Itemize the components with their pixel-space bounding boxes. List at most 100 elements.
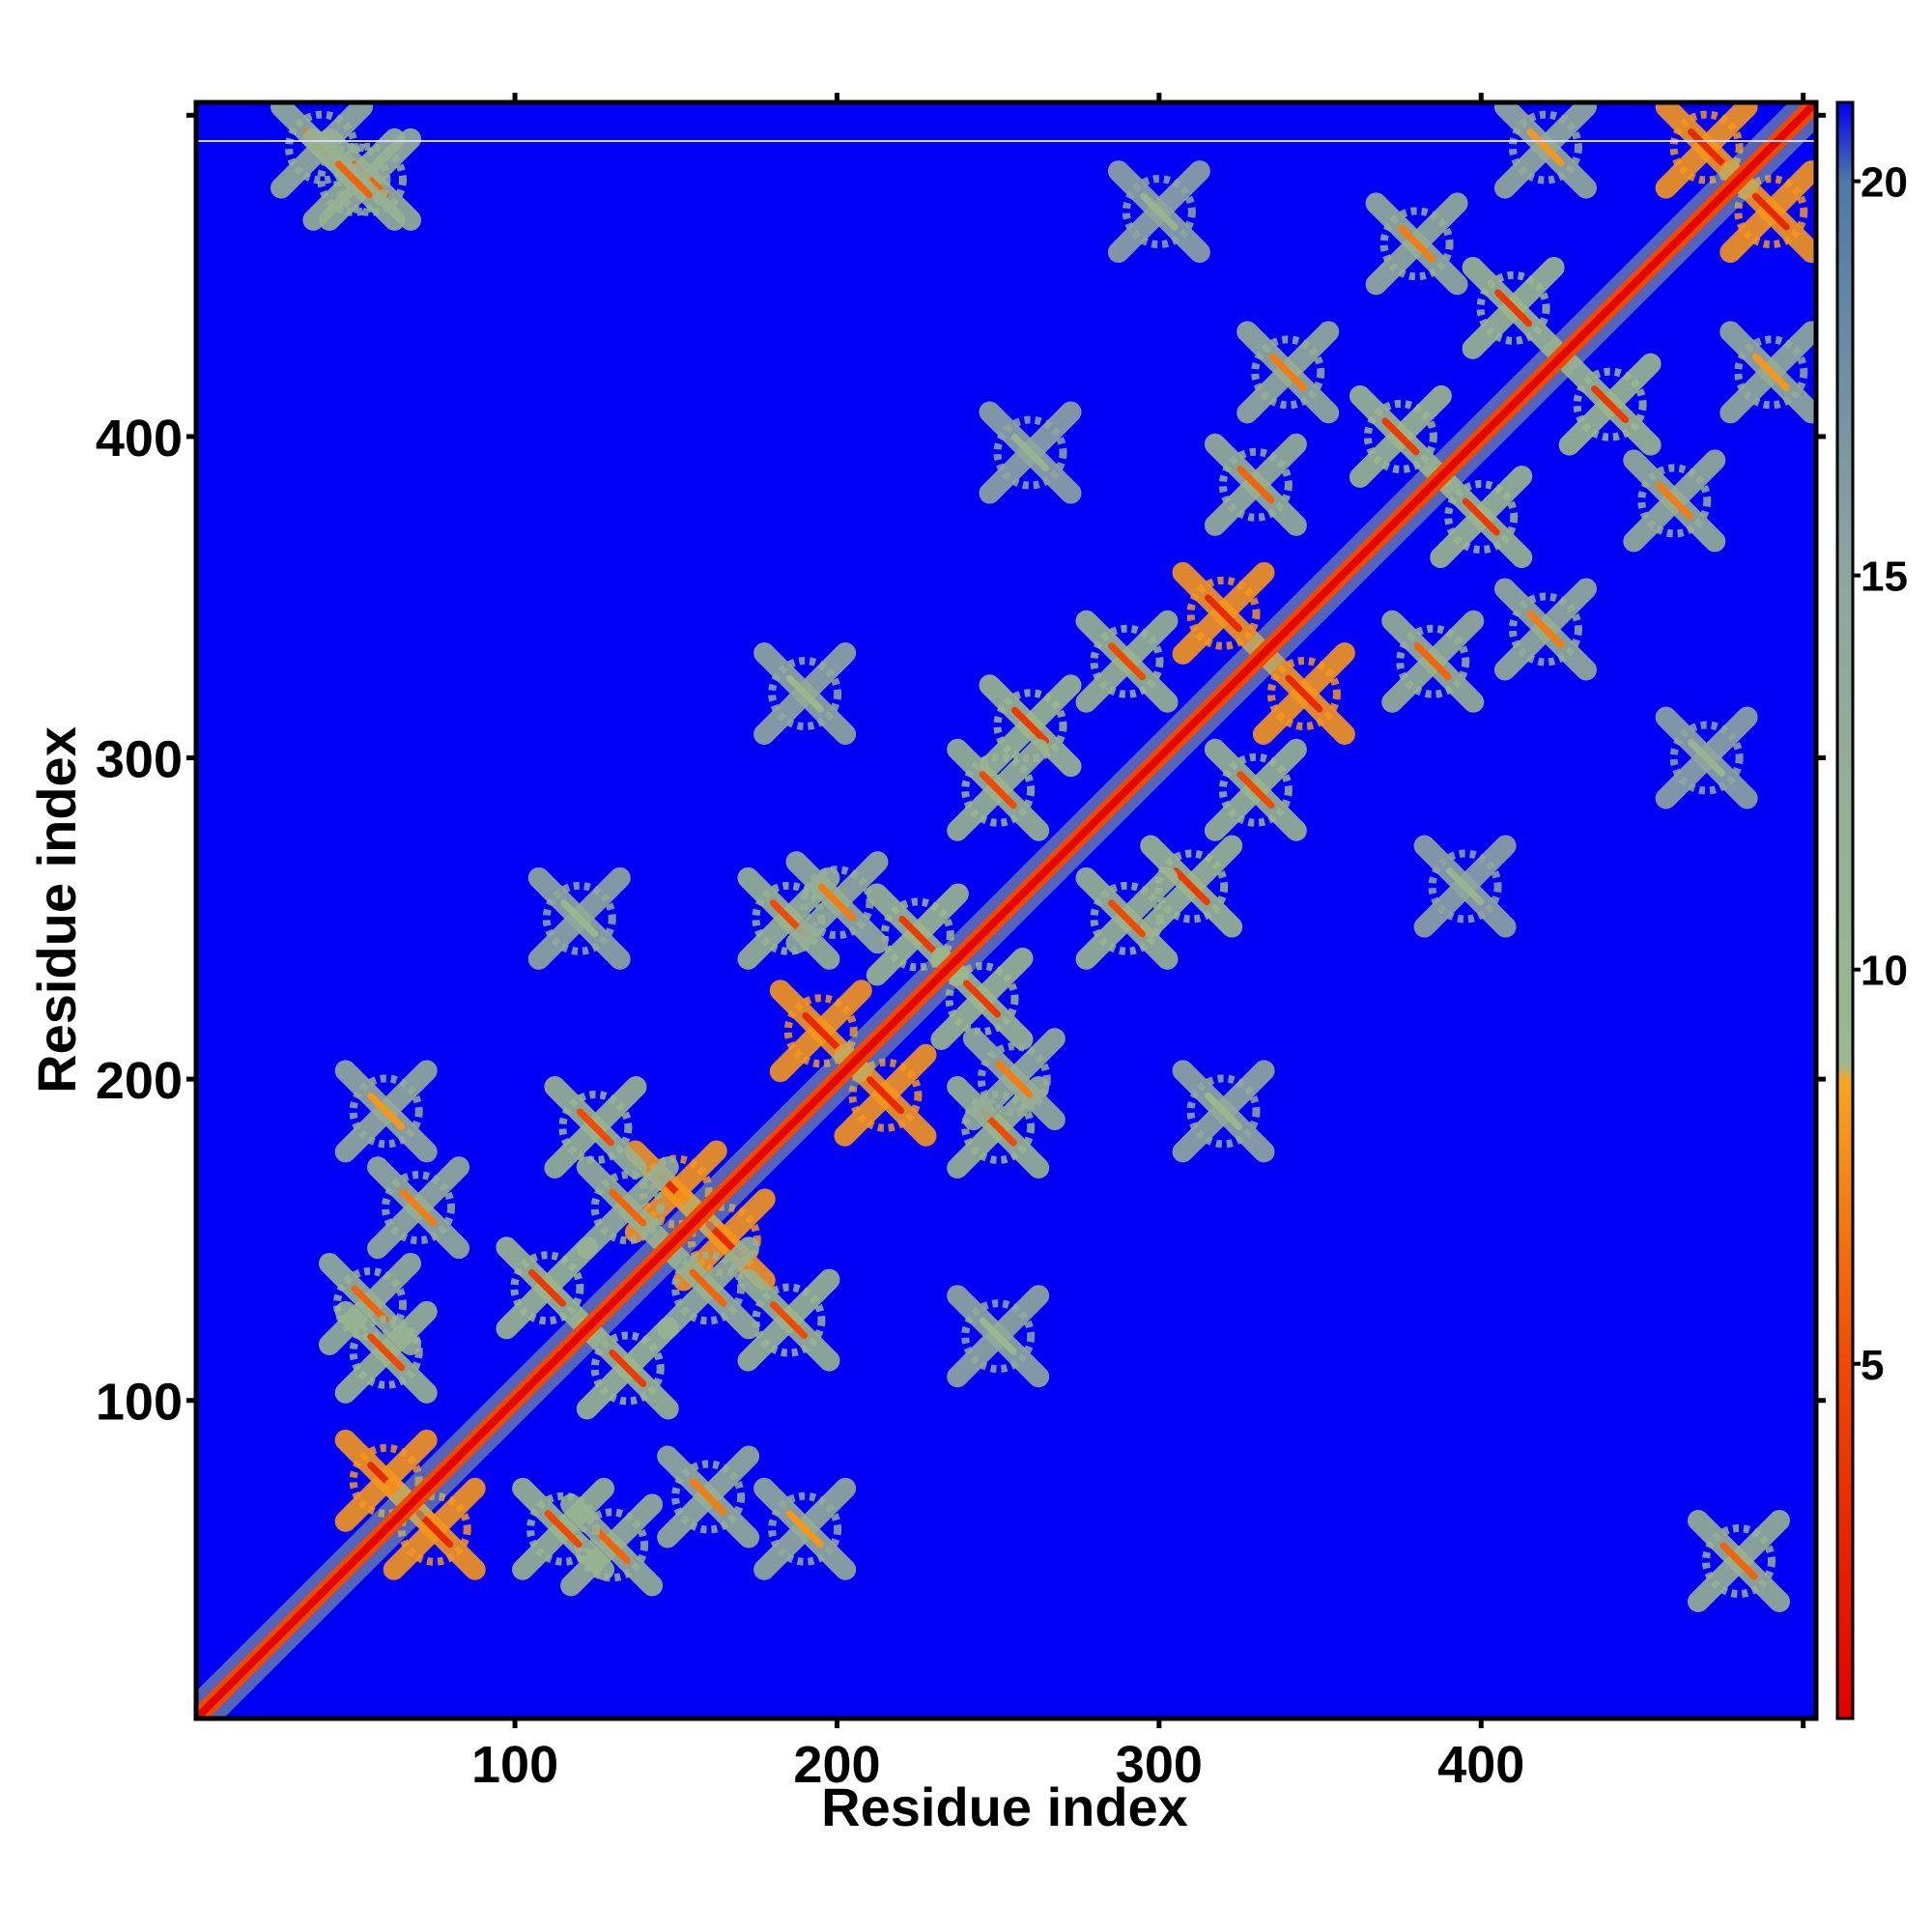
x-axis-title: Residue index bbox=[821, 1776, 1188, 1837]
contact-cluster bbox=[1413, 835, 1517, 938]
cluster-core bbox=[1140, 192, 1179, 231]
contact-cluster bbox=[785, 851, 889, 954]
contact-cluster bbox=[1623, 449, 1726, 553]
colorbar-ticks: 5 10 15 20 bbox=[1853, 159, 1908, 1389]
cluster-ring bbox=[848, 1058, 923, 1132]
cluster-ring bbox=[1186, 576, 1261, 650]
contact-cluster bbox=[979, 401, 1082, 504]
contact-cluster bbox=[1493, 102, 1597, 199]
cluster-core bbox=[415, 1510, 454, 1548]
contact-cluster bbox=[1236, 321, 1340, 424]
contact-cluster bbox=[753, 641, 857, 745]
contact-cluster bbox=[527, 867, 631, 970]
cluster-core bbox=[527, 1268, 566, 1307]
cluster-ring bbox=[945, 961, 1019, 1036]
contact-cluster bbox=[544, 1076, 647, 1179]
cluster-core bbox=[1462, 497, 1500, 536]
cluster-ring bbox=[961, 1299, 1036, 1374]
contact-cluster bbox=[512, 1477, 615, 1580]
cluster-core bbox=[1591, 385, 1630, 424]
contact-cluster bbox=[302, 128, 406, 231]
cluster-core bbox=[689, 1268, 727, 1307]
cluster-ring bbox=[590, 1171, 665, 1245]
cluster-core bbox=[609, 1349, 647, 1387]
cluster-core bbox=[1172, 867, 1210, 906]
cluster-core bbox=[866, 1076, 904, 1115]
cluster-core bbox=[802, 1011, 840, 1050]
cluster-core bbox=[817, 883, 856, 922]
cluster-ring bbox=[349, 1074, 423, 1149]
cluster-ring bbox=[880, 897, 954, 972]
y-tick-label: 300 bbox=[96, 731, 183, 789]
contact-cluster bbox=[979, 674, 1082, 778]
cluster-core bbox=[334, 160, 373, 199]
cluster-core bbox=[367, 1333, 406, 1372]
contact-cluster bbox=[367, 1156, 470, 1260]
cluster-ring bbox=[671, 1460, 746, 1534]
y-tick-label: 400 bbox=[96, 410, 183, 468]
x-tick-label: 200 bbox=[793, 1736, 880, 1794]
cluster-core bbox=[1751, 353, 1790, 391]
contact-cluster bbox=[1655, 706, 1758, 810]
x-tick-label: 300 bbox=[1116, 1736, 1203, 1794]
cluster-ring bbox=[1637, 464, 1712, 538]
cluster-ring bbox=[526, 1492, 601, 1566]
cluster-core bbox=[1236, 466, 1275, 504]
cluster-ring bbox=[1476, 270, 1550, 345]
contact-cluster bbox=[947, 1285, 1050, 1388]
cluster-ring bbox=[1734, 335, 1808, 410]
cluster-ring bbox=[1734, 175, 1808, 249]
contact-cluster bbox=[1204, 433, 1307, 536]
contact-cluster bbox=[1140, 835, 1243, 938]
cluster-ring bbox=[1444, 480, 1519, 554]
cluster-core bbox=[1108, 899, 1147, 938]
cluster-core bbox=[1011, 706, 1050, 745]
cluster-core bbox=[979, 771, 1017, 810]
contact-cluster bbox=[1719, 321, 1816, 424]
cluster-ring bbox=[768, 656, 842, 730]
cluster-ring bbox=[800, 866, 874, 940]
y-axis-title: Residue index bbox=[26, 726, 87, 1094]
cluster-core bbox=[1268, 353, 1307, 391]
cluster-core bbox=[1108, 642, 1147, 681]
cluster-core bbox=[1205, 594, 1243, 633]
cluster-ring bbox=[1669, 721, 1744, 795]
colorbar-tick-label: 20 bbox=[1861, 159, 1908, 207]
contact-cluster bbox=[1172, 1060, 1275, 1163]
cluster-core bbox=[769, 1301, 808, 1340]
cluster-core bbox=[785, 1510, 824, 1548]
x-tick-label: 100 bbox=[471, 1736, 558, 1794]
cluster-ring bbox=[993, 689, 1067, 763]
cluster-ring bbox=[1363, 399, 1437, 473]
diagonal-line bbox=[196, 102, 1816, 1719]
cluster-ring bbox=[1090, 881, 1164, 955]
colorbar-tick-label: 15 bbox=[1861, 554, 1908, 601]
cluster-ring bbox=[1154, 849, 1229, 923]
cluster-ring bbox=[1701, 1524, 1776, 1599]
contact-cluster bbox=[657, 1445, 760, 1548]
colorbar bbox=[1835, 100, 1855, 1720]
cluster-core bbox=[1655, 481, 1693, 520]
colorbar-tick-label: 5 bbox=[1861, 1342, 1884, 1389]
cluster-core bbox=[399, 1188, 438, 1227]
cluster-core bbox=[544, 1510, 582, 1548]
cluster-core bbox=[576, 1108, 614, 1147]
cluster-ring bbox=[1266, 656, 1341, 730]
cluster-ring bbox=[993, 415, 1067, 490]
cluster-core bbox=[1526, 610, 1565, 648]
cluster-ring bbox=[1508, 592, 1582, 667]
cluster-ring bbox=[382, 1171, 456, 1245]
contact-cluster bbox=[1687, 1510, 1790, 1613]
contact-cluster bbox=[1381, 610, 1485, 713]
cluster-ring bbox=[1122, 175, 1196, 249]
cluster-ring bbox=[671, 1251, 746, 1325]
cluster-core bbox=[367, 1092, 406, 1130]
heatmap-layer bbox=[196, 102, 1816, 1719]
contact-cluster bbox=[1204, 738, 1307, 841]
cluster-core bbox=[351, 1285, 389, 1323]
cluster-core bbox=[560, 899, 599, 938]
contact-cluster bbox=[1075, 610, 1179, 713]
cluster-ring bbox=[1218, 753, 1293, 827]
contact-cluster bbox=[962, 1028, 1065, 1131]
